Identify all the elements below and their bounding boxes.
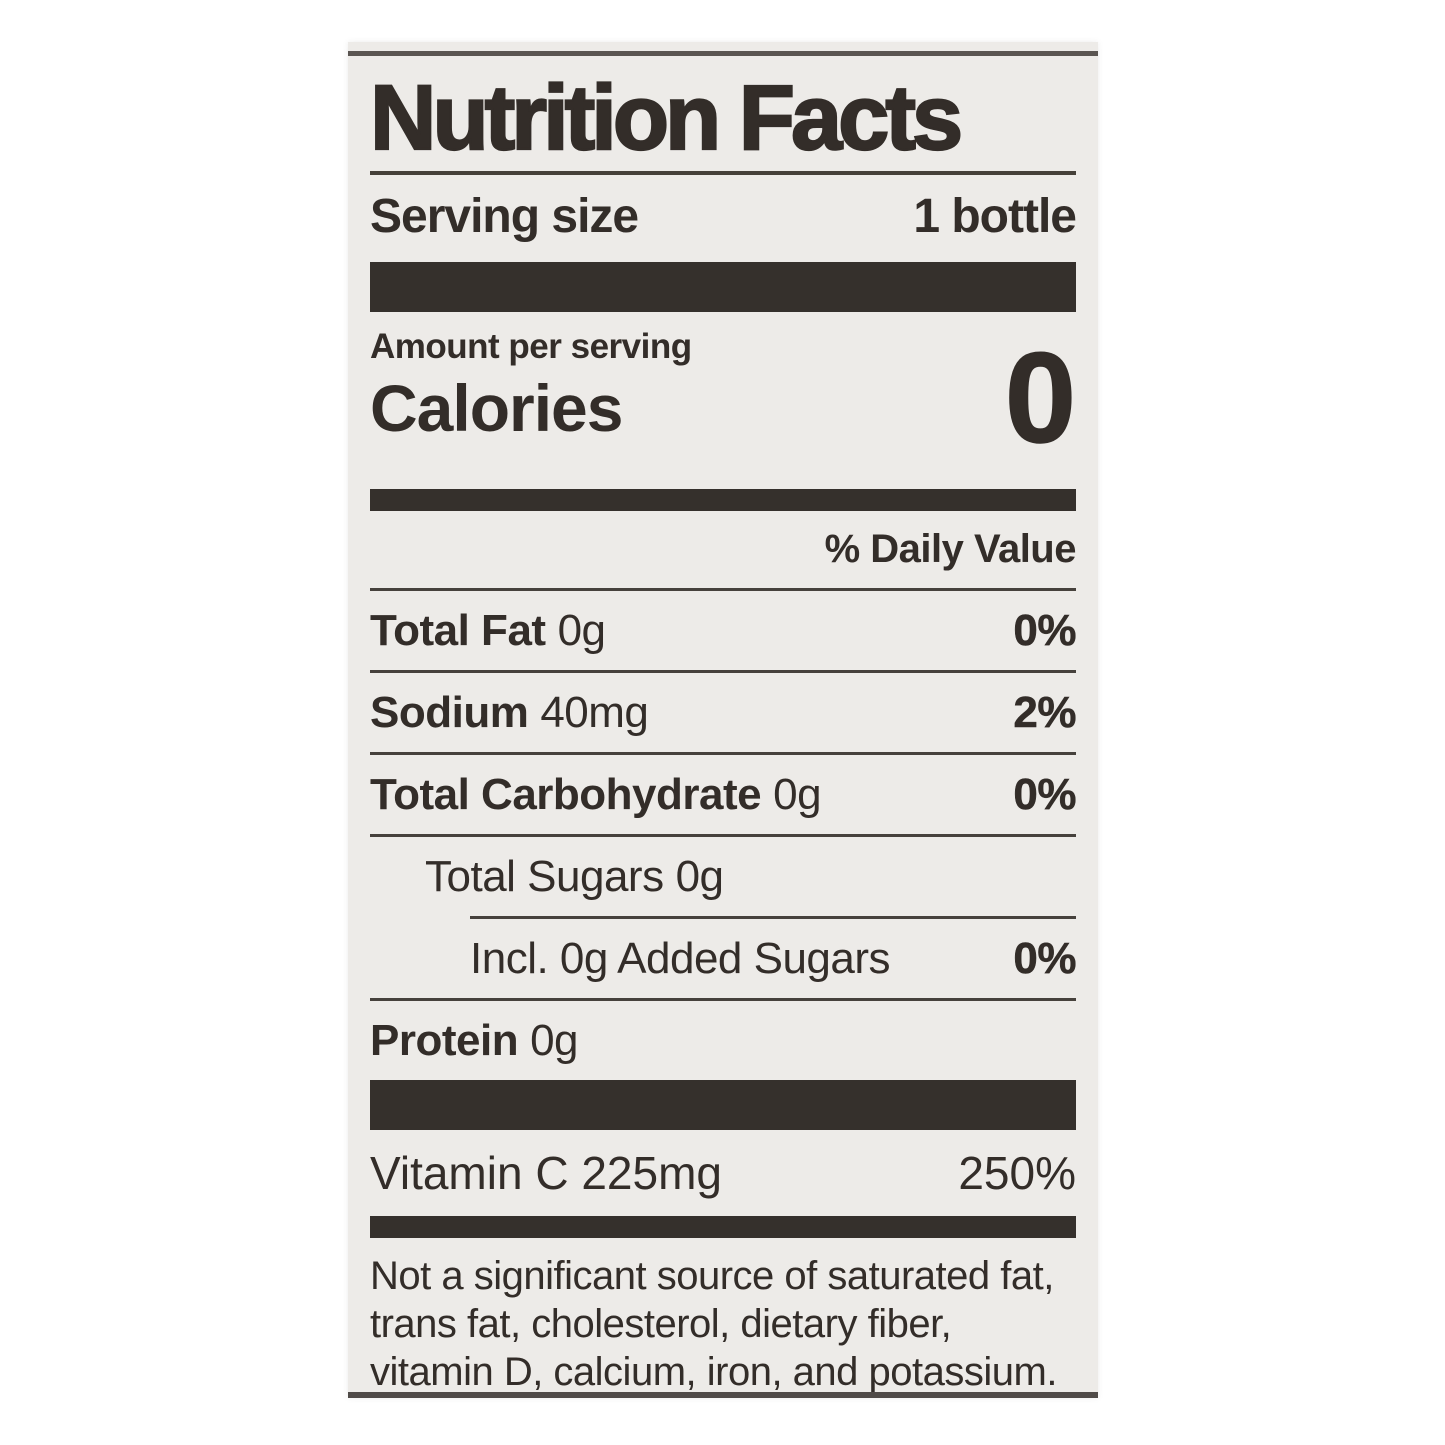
nutrient-amount: 0g (530, 1015, 579, 1065)
nutrient-daily-value: 2% (1013, 687, 1077, 737)
serving-size-label: Serving size (370, 189, 639, 243)
nutrient-name: Total Fat 0g (370, 605, 606, 656)
nutrient-row-protein: Protein 0g (370, 1001, 1076, 1080)
nutrient-row-added-sugars: Incl. 0g Added Sugars 0% (370, 919, 1077, 998)
micronutrient-daily-value: 250% (958, 1146, 1076, 1199)
divider (370, 587, 1076, 591)
nutrient-daily-value: 0% (1013, 933, 1077, 983)
nutrient-name-text: Protein (370, 1015, 519, 1065)
nutrition-facts-label: Nutrition Facts Serving size 1 bottle Am… (348, 42, 1098, 1398)
nutrient-amount: 40mg (540, 687, 649, 737)
nutrient-amount: 0g (675, 851, 724, 901)
nutrient-name-text: Sodium (370, 687, 529, 737)
label-bottom-edge (348, 1392, 1098, 1398)
nutrient-amount: 0g (557, 605, 606, 655)
divider (370, 669, 1076, 673)
calories-section: Amount per serving Calories 0 (370, 312, 1077, 489)
thick-divider-bottom (370, 1079, 1076, 1130)
amount-per-serving-label: Amount per serving (370, 326, 692, 366)
nutrient-amount: 0g (773, 769, 822, 819)
micronutrient-name: Vitamin C 225mg (370, 1146, 722, 1199)
nutrient-name-text: Incl. 0g Added Sugars (470, 933, 891, 983)
nutrient-name: Total Carbohydrate 0g (370, 769, 822, 820)
divider (370, 833, 1076, 837)
nutrient-name: Sodium 40mg (370, 687, 649, 738)
label-content: Nutrition Facts Serving size 1 bottle Am… (348, 67, 1098, 1396)
nutrient-daily-value: 0% (1013, 769, 1077, 819)
nutrient-row-sodium: Sodium 40mg 2% (370, 673, 1077, 752)
divider-indented (470, 915, 1076, 919)
serving-size-value: 1 bottle (913, 189, 1077, 243)
footnote-line: vitamin D, calcium, iron, and potassium. (370, 1349, 1057, 1394)
footnote-line: trans fat, cholesterol, dietary fiber, (370, 1301, 952, 1346)
divider (370, 751, 1076, 755)
nutrient-name: Total Sugars 0g (425, 851, 724, 902)
label-top-edge (348, 51, 1098, 56)
nutrition-facts-title: Nutrition Facts (369, 67, 964, 169)
footnote-line: Not a significant source of saturated fa… (370, 1253, 1054, 1298)
serving-size-row: Serving size 1 bottle (370, 175, 1077, 262)
nutrient-row-total-sugars: Total Sugars 0g (370, 837, 1076, 916)
nutrient-row-total-fat: Total Fat 0g 0% (370, 591, 1077, 670)
medium-divider-footnote (370, 1215, 1076, 1238)
nutrient-name: Incl. 0g Added Sugars (470, 933, 891, 984)
calories-value: 0 (1004, 326, 1077, 470)
medium-divider-calories (370, 488, 1076, 511)
nutrient-daily-value: 0% (1013, 605, 1077, 655)
nutrient-name-text: Total Fat (370, 605, 546, 655)
micronutrient-row-vitamin-c: Vitamin C 225mg 250% (370, 1130, 1076, 1216)
daily-value-header: % Daily Value (824, 526, 1077, 571)
nutrient-name-text: Total Sugars (425, 851, 664, 901)
nutrient-row-total-carbohydrate: Total Carbohydrate 0g 0% (370, 755, 1077, 834)
title-divider (370, 170, 1076, 175)
footnote: Not a significant source of saturated fa… (370, 1238, 1076, 1396)
nutrient-name: Protein 0g (370, 1015, 579, 1066)
thick-divider-top (370, 261, 1076, 312)
nutrient-name-text: Total Carbohydrate (370, 769, 762, 819)
calories-label: Calories (370, 370, 623, 445)
divider (370, 997, 1076, 1001)
